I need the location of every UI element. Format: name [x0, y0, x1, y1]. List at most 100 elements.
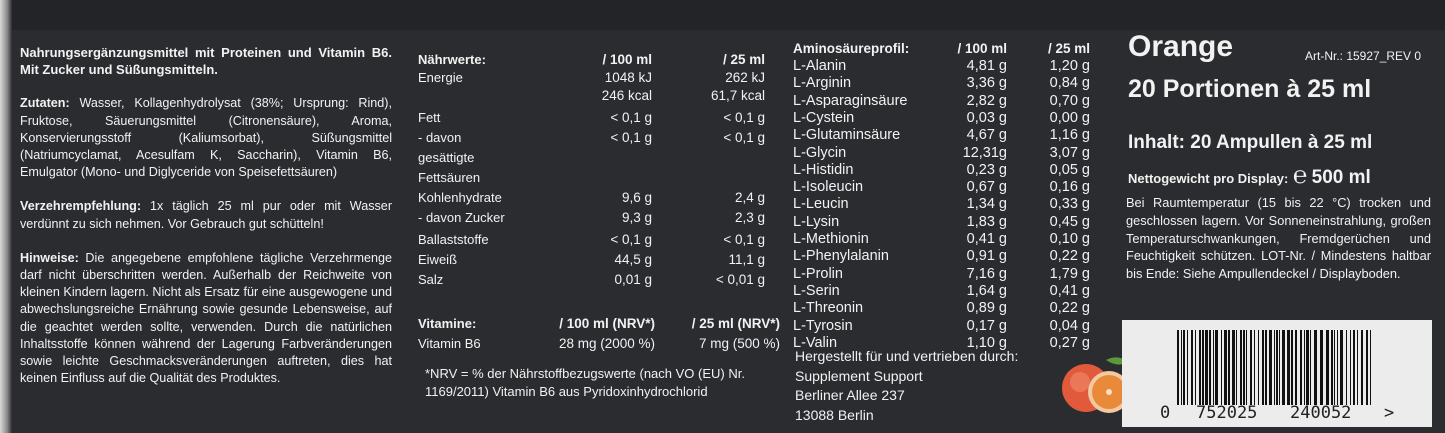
amino-row-label: L-Phenylalanin — [793, 248, 889, 265]
label-edge — [0, 0, 12, 433]
nutrition-row-label: gesättigte — [418, 150, 475, 165]
amino-row-per-100ml: 0,23 g — [966, 161, 1007, 178]
amino-row-per-25ml: 0,05 g — [1049, 161, 1090, 178]
nutrition-row-label: - davon — [418, 130, 462, 145]
barcode-bar — [1177, 330, 1179, 405]
dosage-body: 1x täglich 25 ml pur oder mit Wasser ver… — [20, 199, 393, 231]
barcode-bar — [1274, 330, 1275, 405]
amino-row-per-25ml: 1,16 g — [1049, 127, 1090, 144]
nutrition-row-per-25ml: 2,3 g — [734, 210, 765, 225]
amino-header-label: Aminosäureprofil: — [793, 41, 910, 56]
ingredients-label: Zutaten: — [20, 96, 70, 111]
dosage-label: Verzehrempfehlung: — [20, 199, 142, 214]
barcode-bar — [1183, 330, 1185, 405]
barcode-bar — [1295, 330, 1297, 405]
notes-text: Hinweise: Die angegebene empfohlene tägl… — [20, 250, 392, 388]
nutrition-row-per-25ml: 11,1 g — [728, 252, 765, 267]
barcode-bar — [1279, 330, 1280, 405]
nutrition-row-per-100ml: < 0,1 g — [610, 130, 652, 145]
amino-row-label: L-Alanin — [793, 58, 847, 74]
barcode-quiet-zone-marker: > — [1384, 403, 1395, 423]
barcode-bar — [1265, 330, 1267, 405]
dosage-text: Verzehrempfehlung: 1x täglich 25 ml pur … — [20, 198, 392, 232]
amino-row-label: L-Prolin — [793, 265, 843, 282]
nutrition-row-per-100ml: 0,01 g — [614, 272, 652, 287]
product-description: Nahrungsergänzungsmittel mit Proteinen u… — [20, 45, 392, 78]
amino-row-label: L-Leucin — [793, 196, 849, 213]
manufacturer-label: Hergestellt für und vertrieben durch: — [795, 348, 1019, 364]
barcode-bar — [1269, 330, 1272, 405]
vitamins-header-per-25ml: / 25 ml (NRV*) — [691, 316, 780, 331]
nutrition-row-label: Kohlenhydrate — [418, 190, 502, 205]
nutrition-row-per-100ml: < 0,1 g — [610, 232, 652, 247]
vitamin-row-label: Vitamin B6 — [418, 336, 481, 351]
barcode-bar — [1221, 330, 1222, 405]
amino-row-per-100ml: 3,36 g — [966, 75, 1007, 92]
amino-row-label: L-Methionin — [793, 231, 869, 247]
amino-row-per-100ml: 7,16 g — [966, 265, 1007, 282]
barcode-bar — [1258, 330, 1259, 405]
amino-row-per-100ml: 1,64 g — [966, 282, 1007, 299]
amino-row-per-25ml: 0,10 g — [1049, 231, 1090, 247]
nutrition-row-per-100ml: < 0,1 g — [610, 110, 652, 125]
barcode-bar — [1366, 330, 1368, 405]
barcode-bar — [1181, 330, 1182, 405]
nutrition-row-label: Energie — [418, 70, 463, 85]
nutrition-row-label: Salz — [418, 272, 444, 287]
barcode-bar — [1350, 330, 1351, 405]
amino-row-per-25ml: 0,70 g — [1049, 92, 1090, 109]
ingredients-column: Nahrungsergänzungsmittel mit Proteinen u… — [20, 44, 392, 404]
barcode-bar — [1236, 330, 1237, 405]
amino-row-label: L-Tyrosin — [793, 317, 853, 334]
barcode-bar — [1250, 330, 1252, 405]
barcode-bar — [1370, 330, 1371, 405]
amino-row-label: L-Isoleucin — [793, 179, 864, 196]
estimated-sign-icon: ℮ — [1292, 162, 1308, 189]
orange-fruit-icon — [1062, 357, 1130, 413]
amino-row-per-25ml: 3,07 g — [1049, 144, 1090, 161]
barcode-bar — [1340, 330, 1343, 405]
amino-row-per-25ml: 0,04 g — [1049, 317, 1090, 334]
storage-instructions: Bei Raumtemperatur (15 bis 22 °C) trocke… — [1126, 195, 1431, 282]
nutrition-row-per-25ml: < 0,1 g — [723, 232, 765, 247]
barcode-bar — [1334, 330, 1335, 405]
barcode-bar — [1224, 330, 1227, 405]
barcode-bar — [1282, 330, 1285, 405]
amino-row-label: L-Asparaginsäure — [793, 92, 908, 109]
amino-row-per-100ml: 1,10 g — [966, 334, 1007, 351]
amino-row-per-100ml: 0,41 g — [966, 231, 1007, 247]
article-number: Art-Nr.: 15927_REV 0 — [1305, 49, 1422, 63]
barcode-bar — [1304, 330, 1305, 405]
barcode: 0 752025 240052 > — [1122, 320, 1432, 427]
barcode-bar — [1300, 330, 1302, 405]
barcode-bar — [1209, 330, 1211, 405]
barcode-bar — [1306, 330, 1309, 405]
amino-row-per-100ml: 1,34 g — [966, 196, 1007, 213]
barcode-bars — [1177, 330, 1371, 405]
amino-row-label: L-Glycin — [793, 144, 847, 161]
barcode-bar — [1213, 330, 1214, 405]
amino-row-per-25ml: 0,27 g — [1049, 334, 1090, 351]
barcode-bar — [1287, 330, 1290, 405]
nutrition-row-per-100ml: 9,6 g — [621, 190, 652, 205]
amino-row-label: L-Valin — [793, 334, 838, 351]
barcode-bar — [1240, 330, 1242, 405]
barcode-bar — [1205, 330, 1208, 405]
nutrition-row-label: Fettsäuren — [418, 170, 481, 185]
vitamin-row-per-25ml: 7 mg (500 %) — [698, 336, 780, 351]
amino-row-per-25ml: 1,79 g — [1049, 265, 1090, 282]
barcode-bar — [1262, 330, 1264, 405]
barcode-bar — [1199, 330, 1201, 405]
barcode-bar — [1243, 330, 1245, 405]
notes-label: Hinweise: — [20, 250, 79, 265]
barcode-bar — [1187, 330, 1188, 405]
amino-row-per-25ml: 0,33 g — [1049, 196, 1090, 213]
manufacturer-street: Berliner Allee 237 — [795, 387, 905, 403]
nutrition-row-per-25ml: 61,7 kcal — [710, 88, 765, 103]
nutrition-row-per-25ml: < 0,01 g — [715, 272, 765, 287]
amino-header-per-25ml: / 25 ml — [1047, 41, 1090, 56]
barcode-bar — [1357, 330, 1358, 405]
amino-row-label: L-Histidin — [793, 161, 854, 178]
amino-row-per-100ml: 0,17 g — [966, 317, 1007, 334]
amino-row-label: L-Arginin — [793, 75, 852, 92]
